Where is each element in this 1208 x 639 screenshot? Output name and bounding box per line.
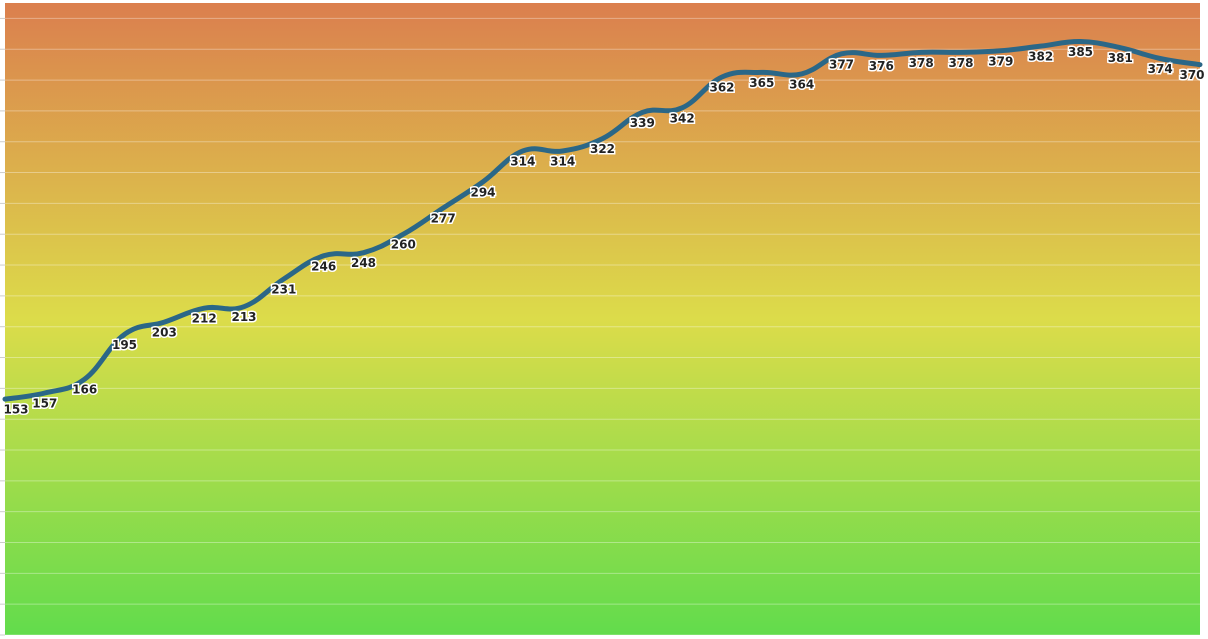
data-label: 277 (431, 212, 456, 226)
data-label: 166 (72, 383, 97, 397)
data-label: 382 (1028, 50, 1053, 64)
data-label: 294 (470, 185, 495, 199)
data-label: 157 (32, 396, 57, 410)
data-label: 342 (670, 111, 695, 125)
data-label: 362 (709, 80, 734, 94)
data-label: 153 (3, 403, 28, 417)
data-label: 314 (510, 154, 535, 168)
data-label: 378 (909, 56, 934, 70)
data-label: 231 (271, 282, 296, 296)
data-label: 381 (1108, 51, 1133, 65)
data-label: 248 (351, 256, 376, 270)
data-label: 376 (869, 59, 894, 73)
data-label: 364 (789, 77, 814, 91)
data-label: 212 (192, 312, 217, 326)
plot-background (5, 3, 1200, 635)
data-label: 370 (1179, 68, 1204, 82)
data-label: 213 (231, 310, 256, 324)
data-label: 260 (391, 238, 416, 252)
data-label: 322 (590, 142, 615, 156)
data-label: 374 (1148, 62, 1173, 76)
data-label: 377 (829, 57, 854, 71)
data-label: 203 (152, 326, 177, 340)
data-label: 314 (550, 154, 575, 168)
data-label: 379 (988, 54, 1013, 68)
data-label: 246 (311, 259, 336, 273)
data-label: 195 (112, 338, 137, 352)
data-label: 339 (630, 116, 655, 130)
data-label: 378 (948, 56, 973, 70)
data-line (2, 39, 1203, 402)
data-label: 385 (1068, 45, 1093, 59)
data-label: 365 (749, 76, 774, 90)
